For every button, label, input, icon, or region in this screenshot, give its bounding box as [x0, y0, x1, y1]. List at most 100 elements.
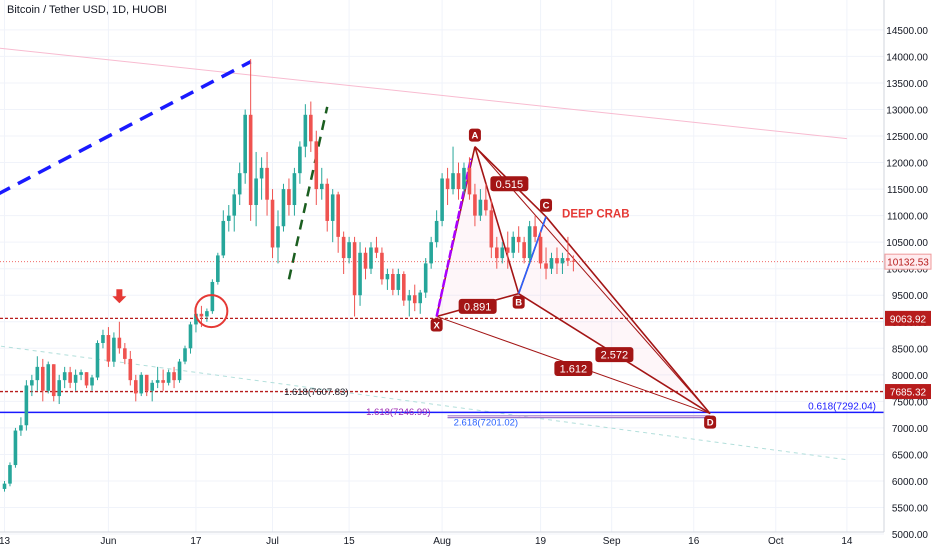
- fib-level-label: 0.618(7292.04): [808, 401, 876, 412]
- price-tick-label: 10500.00: [886, 238, 928, 249]
- candle-body: [8, 465, 12, 484]
- price-tick-label: 12000.00: [886, 159, 928, 170]
- candle-body: [478, 199, 483, 216]
- candle-body: [199, 313, 204, 317]
- price-tick-label: 5500.00: [892, 504, 929, 515]
- candle-body: [571, 260, 576, 262]
- candle-body: [259, 167, 264, 179]
- trend-line: [0, 60, 252, 196]
- candle-body: [188, 324, 193, 349]
- price-tick-label: 8500.00: [892, 344, 929, 355]
- candle-body: [216, 255, 220, 282]
- down-arrow-icon: [112, 289, 127, 304]
- price-tick-label: 7000.00: [892, 424, 929, 435]
- candle-body: [451, 173, 455, 190]
- candle-body: [336, 194, 340, 237]
- time-tick-label: 19: [535, 536, 547, 547]
- pattern-fill-bcd: [518, 216, 711, 414]
- time-tick-label: Jul: [266, 536, 279, 547]
- candle-body: [544, 263, 548, 269]
- candle-body: [287, 189, 291, 206]
- candle-body: [232, 194, 237, 216]
- wave-line: [517, 216, 547, 294]
- candle-body: [495, 247, 499, 259]
- candle-body: [303, 114, 308, 147]
- candle-body: [352, 242, 357, 296]
- candles: [2, 59, 576, 492]
- pattern-point-label: C: [543, 201, 550, 212]
- candle-body: [358, 252, 362, 296]
- time-tick-label: 14: [841, 536, 853, 547]
- candle-body: [254, 178, 258, 206]
- pattern-point-box: [430, 318, 443, 332]
- candle-body: [467, 167, 472, 195]
- pattern-point-box: [540, 198, 553, 212]
- candle-body: [243, 114, 247, 174]
- time-tick-label: 15: [344, 536, 356, 547]
- candle-body: [265, 167, 269, 200]
- highlight-circle: [194, 294, 229, 329]
- candle-body: [423, 263, 428, 293]
- candle-body: [412, 295, 417, 304]
- candle-body: [106, 335, 111, 362]
- candle-body: [101, 335, 105, 343]
- candle-body: [144, 374, 149, 391]
- candle-body: [177, 361, 182, 381]
- pattern-point-label: B: [515, 298, 522, 309]
- candle-body: [205, 311, 209, 317]
- candle-body: [46, 364, 51, 391]
- candle-body: [418, 292, 423, 304]
- candle-body: [385, 274, 390, 280]
- price-tick-label: 9500.00: [892, 291, 929, 302]
- price-tick-label: 6000.00: [892, 477, 929, 488]
- ratio-box: [458, 298, 497, 314]
- candle-body: [123, 348, 127, 359]
- candle-body: [150, 382, 154, 391]
- candle-body: [330, 194, 335, 221]
- price-axis-tags: 10132.53 9063.92 7685.32: [884, 253, 932, 400]
- candle-body: [292, 173, 297, 206]
- candle-body: [440, 178, 444, 221]
- fib-annotations: 1.618(7607.83) 1.618(7246.99) 2.618(7201.0…: [284, 387, 876, 429]
- candle-body: [90, 377, 94, 386]
- candle-body: [484, 199, 488, 211]
- price-axis-bg: [884, 0, 932, 550]
- candle-body: [270, 199, 275, 248]
- time-tick-label: 13: [0, 536, 10, 547]
- pattern-point-label: A: [471, 131, 478, 142]
- candle-body: [538, 236, 543, 264]
- candle-body: [473, 194, 477, 216]
- candle-body: [40, 366, 45, 391]
- trend-line: [287, 106, 329, 280]
- candle-body: [369, 247, 373, 269]
- candle-body: [248, 114, 253, 206]
- candle-body: [309, 114, 313, 142]
- candle-body: [183, 348, 187, 362]
- candle-body: [429, 242, 433, 264]
- candle-body: [226, 215, 231, 221]
- ratio-box: [554, 360, 593, 376]
- price-tick-label: 12500.00: [886, 132, 928, 143]
- ratio-label: 0.515: [496, 179, 524, 191]
- price-tag: [885, 384, 931, 400]
- candle-body: [30, 380, 34, 386]
- time-tick-label: Jun: [100, 536, 116, 547]
- candle-body: [57, 380, 61, 397]
- candle-body: [314, 141, 319, 190]
- candle-body: [13, 430, 18, 466]
- candle-body: [62, 372, 67, 381]
- time-axis[interactable]: 13 Jun 17 Jul 15 Aug 19 Sep 16 Oct 14: [0, 536, 853, 547]
- fib-label: 1.618(7246.99): [366, 407, 430, 418]
- price-tag-label: 9063.92: [890, 314, 927, 325]
- candle-body: [402, 274, 406, 301]
- time-tick-label: 17: [190, 536, 202, 547]
- pattern-point-label: D: [707, 418, 714, 429]
- pattern-leg: [545, 216, 711, 415]
- candle-body: [347, 242, 351, 259]
- candle-body: [133, 380, 138, 394]
- candle-body: [434, 220, 439, 243]
- candle-body: [139, 374, 144, 394]
- candle-body: [505, 247, 510, 253]
- pattern-leg: [474, 146, 520, 294]
